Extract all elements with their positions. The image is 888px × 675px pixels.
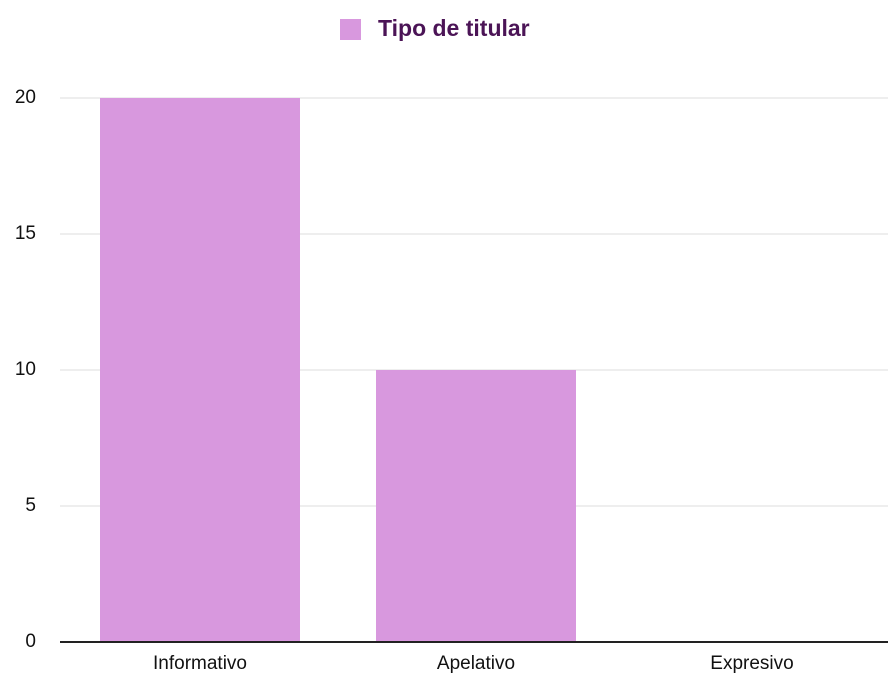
x-tick-label: Informativo [153, 653, 247, 674]
y-tick-label: 10 [15, 359, 36, 380]
legend-swatch [340, 19, 361, 40]
y-tick-label: 15 [15, 223, 36, 244]
y-tick-label: 20 [15, 87, 36, 108]
legend-label: Tipo de titular [378, 15, 530, 41]
bar [100, 98, 300, 642]
x-tick-label: Expresivo [710, 653, 793, 674]
x-tick-label: Apelativo [437, 653, 515, 674]
y-tick-label: 0 [25, 631, 36, 652]
bar [376, 370, 576, 642]
y-tick-label: 5 [25, 495, 36, 516]
